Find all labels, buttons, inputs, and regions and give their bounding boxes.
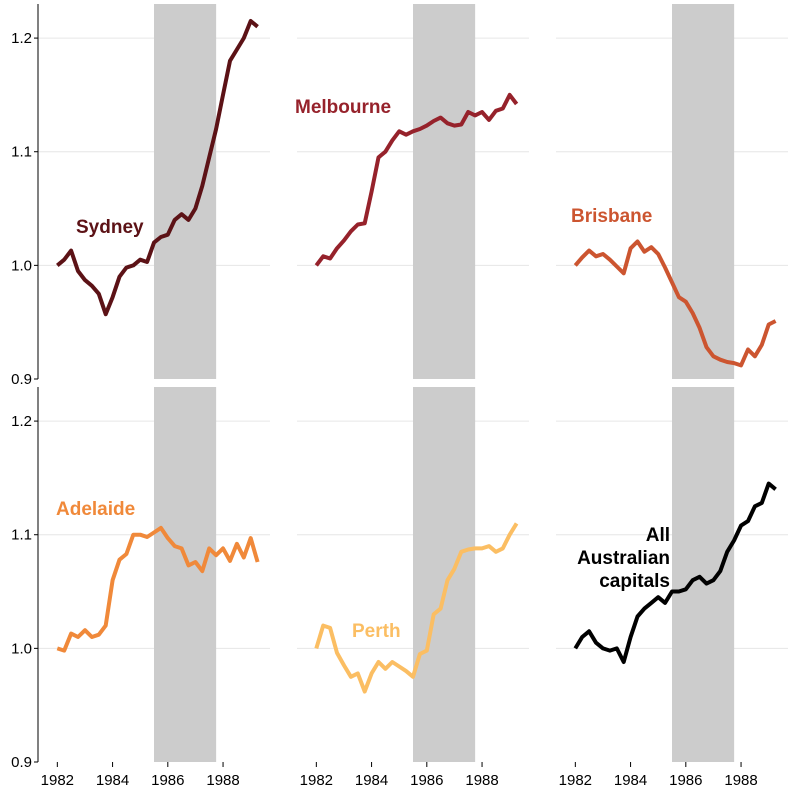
x-tick-label: 1984 <box>355 772 388 789</box>
series-line <box>573 481 777 664</box>
x-tick-label: 1982 <box>300 772 333 789</box>
y-tick-label: 1.1 <box>11 527 32 544</box>
y-tick-label: 1.0 <box>11 640 32 657</box>
series-line <box>56 525 260 653</box>
series-label: capitals <box>599 571 670 592</box>
panel-perth: Perth <box>297 387 529 762</box>
shaded-period <box>672 4 735 379</box>
x-tick-label: 1982 <box>559 772 592 789</box>
x-tick-label: 1988 <box>206 772 239 789</box>
x-tick-label: 1988 <box>465 772 498 789</box>
x-axis-col-3: 1982 1984 1986 1988 <box>559 762 758 789</box>
y-tick-label: 1.1 <box>11 144 32 161</box>
x-tick-label: 1986 <box>669 772 702 789</box>
panel-adelaide: Adelaide 0.9 1.0 1.1 1.2 <box>11 387 270 771</box>
y-tick-label: 1.0 <box>11 257 32 274</box>
y-tick-label: 0.9 <box>11 371 32 388</box>
series-line <box>573 239 777 368</box>
shaded-period <box>672 387 735 762</box>
series-label: Perth <box>352 621 401 642</box>
panel-sydney: Sydney 0.9 1.0 1.1 1.2 <box>11 4 270 388</box>
series-line <box>314 92 519 267</box>
shaded-period <box>413 387 476 762</box>
x-tick-label: 1986 <box>151 772 184 789</box>
series-line <box>56 19 259 317</box>
shaded-period <box>154 4 217 379</box>
x-tick-label: 1984 <box>614 772 647 789</box>
x-tick-label: 1984 <box>96 772 129 789</box>
shaded-period <box>154 387 217 762</box>
series-label: Brisbane <box>571 206 652 227</box>
series-line <box>314 522 519 694</box>
x-tick-label: 1982 <box>41 772 74 789</box>
x-axis-col-1: 1982 1984 1986 1988 <box>41 762 240 789</box>
y-tick-label: 1.2 <box>11 413 32 430</box>
panel-brisbane: Brisbane <box>556 4 788 379</box>
series-label: Adelaide <box>56 499 135 520</box>
series-label: Melbourne <box>295 97 391 118</box>
shaded-period <box>413 4 476 379</box>
series-label: All <box>646 525 670 546</box>
x-tick-label: 1988 <box>724 772 757 789</box>
panel-melbourne: Melbourne <box>295 4 529 379</box>
y-tick-label: 0.9 <box>11 754 32 771</box>
series-label: Australian <box>577 548 670 569</box>
y-tick-label: 1.2 <box>11 30 32 47</box>
x-tick-label: 1986 <box>410 772 443 789</box>
x-axis-col-2: 1982 1984 1986 1988 <box>300 762 499 789</box>
series-label: Sydney <box>76 217 144 238</box>
